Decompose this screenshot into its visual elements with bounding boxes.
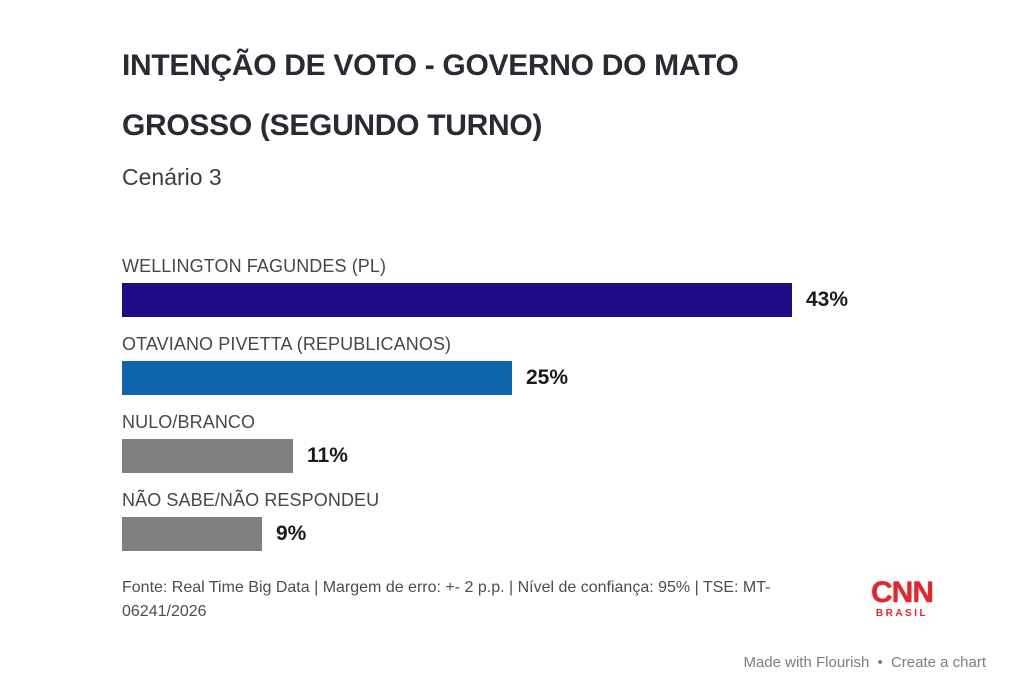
bar-wellington-fagundes [122,283,792,317]
bar-category-label: NÃO SABE/NÃO RESPONDEU [122,490,380,510]
bar-row-nao-sabe: NÃO SABE/NÃO RESPONDEU 9% [122,490,982,551]
bar-row-otaviano-pivetta: OTAVIANO PIVETTA (REPUBLICANOS) 25% [122,334,982,395]
bar-chart: WELLINGTON FAGUNDES (PL) 43% OTAVIANO PI… [122,256,982,568]
flourish-attribution: Made with Flourish • Create a chart [743,654,986,671]
bar-line: 43% [122,283,982,317]
bar-otaviano-pivetta [122,361,512,395]
source-note-line-2: 06241/2026 [122,603,207,620]
chart-subtitle: Cenário 3 [122,164,222,190]
attribution-separator: • [877,654,883,671]
source-note-line-1: Fonte: Real Time Big Data | Margem de er… [122,579,771,596]
bar-value-label: 25% [526,366,569,389]
bar-value-label: 9% [276,522,307,545]
chart-title-line-1: INTENÇÃO DE VOTO - GOVERNO DO MATO [122,49,739,82]
bar-category-label: OTAVIANO PIVETTA (REPUBLICANOS) [122,334,452,354]
bar-line: 11% [122,439,982,473]
bar-nulo-branco [122,439,293,473]
bar-category-label: WELLINGTON FAGUNDES (PL) [122,256,387,276]
made-with-flourish-link[interactable]: Made with Flourish [743,654,870,671]
bar-value-label: 43% [806,288,849,311]
source-note: Fonte: Real Time Big Data | Margem de er… [122,576,822,624]
bar-nao-sabe [122,517,262,551]
cnn-brasil-logo: CNN BRASIL [866,578,938,620]
bar-category-label: NULO/BRANCO [122,412,256,432]
create-a-chart-link[interactable]: Create a chart [890,654,986,671]
bar-row-wellington-fagundes: WELLINGTON FAGUNDES (PL) 43% [122,256,982,317]
bar-line: 9% [122,517,982,551]
bar-value-label: 11% [307,444,348,467]
bar-row-nulo-branco: NULO/BRANCO 11% [122,412,982,473]
cnn-logo-text: CNN [871,576,934,609]
bar-line: 25% [122,361,982,395]
chart-header: INTENÇÃO DE VOTO - GOVERNO DO MATO GROSS… [122,36,862,156]
cnn-logo-subtext: BRASIL [875,608,929,619]
chart-title-line-2: GROSSO (SEGUNDO TURNO) [122,109,543,142]
